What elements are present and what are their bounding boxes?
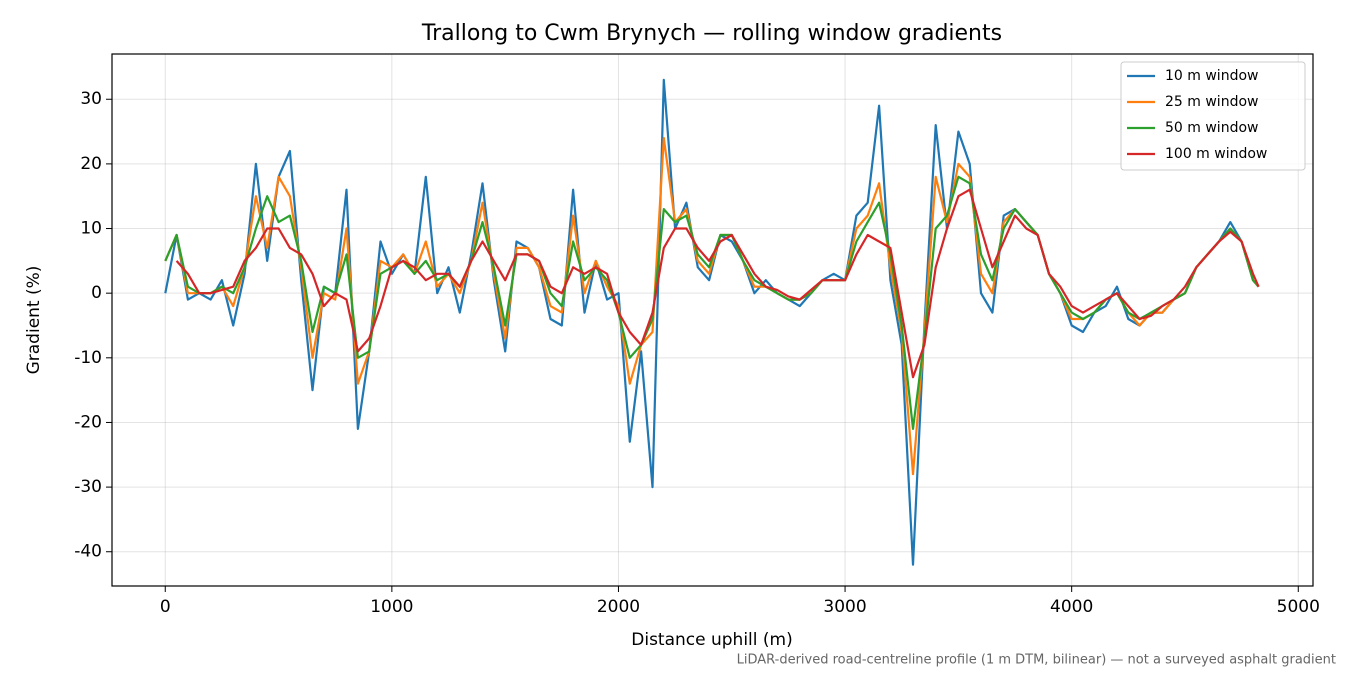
plot-frame <box>111 53 1314 587</box>
legend-box <box>1120 61 1306 171</box>
legend: 10 m window 25 m window 50 m window 100 m w… <box>1120 61 1306 171</box>
legend-label: 50 m window <box>1165 120 1258 136</box>
x-tick-label: 2000 <box>597 597 640 617</box>
y-tick-label: 20 <box>80 154 102 174</box>
x-tick-label: 1000 <box>370 597 413 617</box>
chart-title: Trallong to Cwm Brynych — rolling window… <box>421 21 1002 46</box>
y-tick-label: 0 <box>91 283 102 303</box>
y-tick-label: 30 <box>80 89 102 109</box>
x-tick-label: 4000 <box>1050 597 1093 617</box>
x-axis-label: Distance uphill (m) <box>631 630 792 650</box>
legend-label: 100 m window <box>1165 146 1267 162</box>
series-line <box>175 188 1260 379</box>
y-axis-label: Gradient (%) <box>24 266 44 375</box>
legend-label: 25 m window <box>1165 94 1258 110</box>
footnote: LiDAR-derived road-centreline profile (1… <box>737 653 1336 668</box>
y-tick-label: 10 <box>80 219 102 239</box>
x-tick-label: 5000 <box>1277 597 1320 617</box>
y-tick-label: -10 <box>74 348 102 368</box>
y-tick-label: -30 <box>74 477 102 497</box>
y-tick-label: -40 <box>74 542 102 562</box>
x-tick-label: 0 <box>160 597 171 617</box>
x-tick-label: 3000 <box>823 597 866 617</box>
y-tick-label: -20 <box>74 412 102 432</box>
legend-label: 10 m window <box>1165 68 1258 84</box>
